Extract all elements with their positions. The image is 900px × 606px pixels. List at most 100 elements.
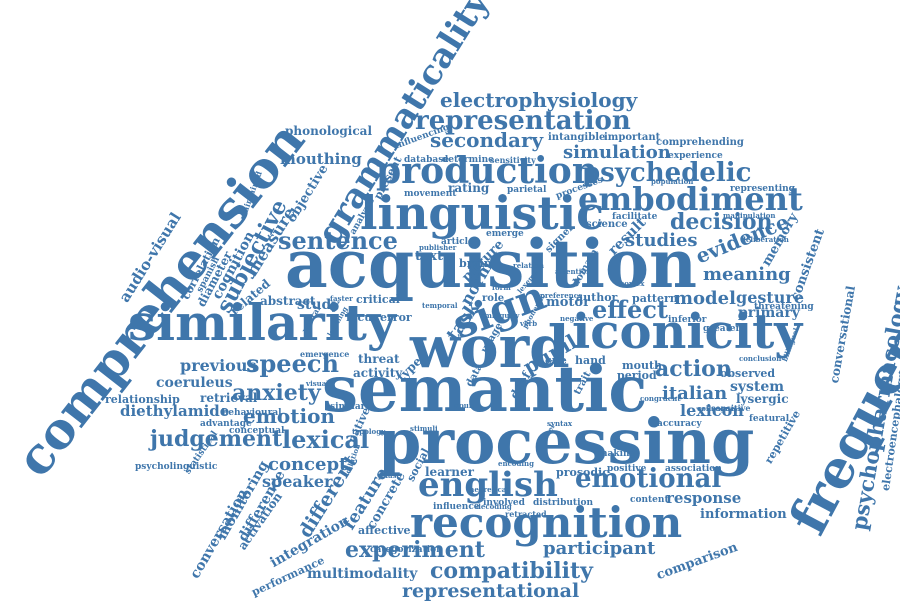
word: emotional — [575, 464, 722, 494]
word: content — [630, 495, 669, 505]
word: parietal — [507, 185, 547, 195]
word: facilitate — [612, 212, 658, 222]
word: association — [665, 464, 722, 474]
word: multimodality — [307, 566, 418, 582]
word: linguistic — [360, 186, 605, 240]
word: learner — [425, 465, 474, 479]
word: conceptual — [229, 426, 285, 436]
word: sentence — [278, 226, 398, 255]
word: science — [586, 219, 628, 230]
word: ambiguity — [480, 311, 520, 320]
word: syntax — [547, 419, 573, 428]
word: processing — [378, 405, 755, 478]
word: involved — [483, 498, 525, 508]
word: effect — [592, 295, 668, 324]
word: error — [380, 311, 412, 324]
word: phase — [378, 471, 401, 480]
word: threatening — [754, 302, 814, 312]
word: emergence — [300, 349, 350, 359]
word: participant — [543, 538, 656, 559]
word: representational — [402, 580, 580, 602]
word: cortex — [620, 279, 645, 288]
word: anxiety — [232, 380, 321, 406]
word: preference — [540, 291, 583, 300]
word: retracted — [505, 509, 547, 519]
word: observed — [720, 367, 776, 380]
word: verb — [520, 319, 538, 328]
word: information — [700, 507, 787, 522]
word: system — [730, 379, 785, 395]
word: abstract — [260, 294, 316, 308]
word: mouthing — [280, 150, 362, 168]
word: speech — [246, 349, 339, 378]
word: activity — [353, 366, 403, 380]
word: decoding — [476, 502, 512, 511]
word: english — [418, 465, 558, 505]
word: theoretical — [466, 485, 509, 494]
word: pattern — [632, 292, 678, 305]
word: conclusion — [739, 354, 782, 363]
word: simulation — [563, 142, 671, 163]
word: motor — [546, 295, 590, 310]
word: relation — [513, 261, 544, 270]
word: encoding — [498, 459, 535, 468]
word: relationship — [105, 393, 180, 406]
word: visual — [306, 379, 329, 388]
word: intangible — [548, 132, 606, 143]
word: secondary — [430, 128, 544, 152]
word: publisher — [419, 243, 457, 252]
word: speaker — [262, 472, 333, 491]
word: study — [297, 297, 340, 313]
word: similarity — [128, 293, 396, 352]
word: retrieval — [200, 391, 258, 405]
word: model — [674, 288, 736, 309]
word: electrophysiology — [440, 88, 638, 112]
word: mouth — [622, 359, 663, 372]
word: iconicity — [572, 304, 803, 360]
word: attention — [555, 267, 592, 276]
word: embodiment — [578, 180, 803, 218]
word: psychedelic — [582, 158, 752, 188]
word: noun — [454, 401, 474, 410]
word: emotion — [243, 404, 335, 428]
word: critical — [356, 293, 400, 306]
word: text — [415, 249, 444, 264]
word: previous — [180, 356, 257, 375]
word: conversational — [827, 284, 858, 385]
word: important — [604, 132, 661, 143]
word: role — [482, 293, 505, 304]
word: locus — [346, 311, 379, 324]
word: lexical — [282, 425, 370, 454]
word: studies — [625, 230, 698, 251]
word: experience — [668, 151, 723, 161]
word: concept — [268, 454, 348, 475]
word: diethylamide — [120, 402, 230, 420]
word: action — [655, 356, 732, 382]
word: emerge — [486, 229, 524, 239]
word: faster — [330, 294, 353, 303]
word: determine — [442, 155, 494, 165]
word: period — [617, 369, 657, 382]
word: word — [410, 313, 570, 381]
word: comparison — [654, 539, 740, 584]
word: primary — [738, 305, 800, 321]
word: lysergic — [736, 392, 789, 406]
word: advantage — [200, 419, 252, 429]
word: typology — [352, 427, 386, 436]
word: temporal — [422, 301, 458, 310]
word: gesture — [736, 288, 805, 307]
word: stimuli — [410, 424, 438, 433]
word: manipulation — [723, 211, 776, 220]
word: making — [598, 449, 636, 459]
word: affective — [358, 524, 411, 537]
word: sensitive — [711, 403, 751, 413]
word: sensitivity — [490, 155, 536, 165]
word: response — [666, 489, 742, 507]
word: movement — [404, 189, 457, 199]
word: positive — [607, 464, 647, 474]
word: brain — [459, 257, 492, 270]
word: semantic — [322, 352, 648, 427]
word: lexicon — [680, 401, 744, 420]
word: representing — [730, 184, 795, 194]
